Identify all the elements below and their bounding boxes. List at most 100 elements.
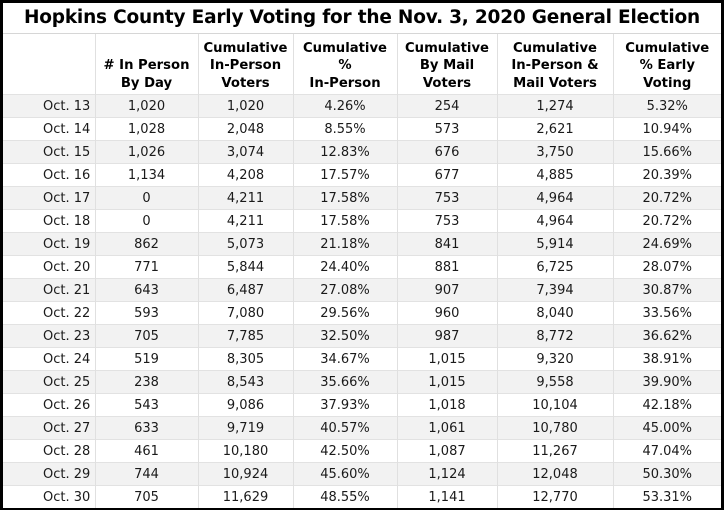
in-person-by-day-cell: 593 bbox=[94, 301, 198, 325]
cumulative-pct-early-voting-cell: 10.94% bbox=[612, 117, 721, 141]
cumulative-in-person-cell: 11,629 bbox=[197, 485, 293, 508]
cumulative-by-mail-cell: 676 bbox=[396, 140, 497, 164]
in-person-by-day-cell: 519 bbox=[94, 347, 198, 371]
date-cell: Oct. 28 bbox=[3, 439, 95, 463]
cumulative-by-mail-cell: 1,087 bbox=[396, 439, 497, 463]
cumulative-in-person-mail-cell: 6,725 bbox=[496, 255, 613, 279]
cumulative-in-person-mail-voters-header: Cumulative In-Person & Mail Voters bbox=[496, 34, 613, 95]
header-line bbox=[3, 75, 95, 93]
header-line: In-Person bbox=[209, 58, 282, 73]
cumulative-by-mail-cell: 960 bbox=[396, 301, 497, 325]
table-row: Oct. 17 0 4,211 17.58% 753 4,964 20.72% bbox=[3, 186, 721, 210]
cumulative-in-person-cell: 8,305 bbox=[197, 347, 293, 371]
cumulative-pct-in-person-cell: 45.60% bbox=[292, 462, 397, 486]
cumulative-by-mail-cell: 753 bbox=[396, 186, 497, 210]
in-person-by-day-cell: 1,028 bbox=[94, 117, 198, 141]
cumulative-by-mail-cell: 881 bbox=[396, 255, 497, 279]
table-row: Oct. 25 238 8,543 35.66% 1,015 9,558 39.90% bbox=[3, 370, 721, 394]
cumulative-pct-in-person-cell: 24.40% bbox=[292, 255, 397, 279]
cumulative-pct-in-person-cell: 17.57% bbox=[292, 163, 397, 187]
cumulative-pct-in-person-cell: 42.50% bbox=[292, 439, 397, 463]
in-person-by-day-cell: 461 bbox=[94, 439, 198, 463]
cumulative-pct-in-person-cell: 34.67% bbox=[292, 347, 397, 371]
cumulative-in-person-cell: 9,086 bbox=[197, 393, 293, 417]
cumulative-in-person-cell: 5,844 bbox=[197, 255, 293, 279]
cumulative-in-person-cell: 4,211 bbox=[197, 209, 293, 233]
cumulative-pct-in-person-cell: 17.58% bbox=[292, 186, 397, 210]
cumulative-by-mail-cell: 1,061 bbox=[396, 416, 497, 440]
header-line: In-Person bbox=[309, 75, 381, 91]
cumulative-in-person-mail-cell: 12,048 bbox=[496, 462, 613, 486]
cumulative-pct-in-person-cell: 32.50% bbox=[292, 324, 397, 348]
in-person-by-day-cell: 862 bbox=[94, 232, 198, 256]
header-line: Cumulative bbox=[303, 40, 387, 56]
cumulative-in-person-cell: 7,080 bbox=[197, 301, 293, 325]
cumulative-pct-early-voting-cell: 30.87% bbox=[612, 278, 721, 302]
date-cell: Oct. 23 bbox=[3, 324, 95, 348]
header-line: Cumulative bbox=[513, 40, 597, 56]
cumulative-by-mail-cell: 1,124 bbox=[396, 462, 497, 486]
in-person-by-day-cell: 0 bbox=[94, 186, 198, 210]
cumulative-in-person-voters-header: Cumulative In-Person Voters bbox=[197, 34, 293, 95]
table-title: Hopkins County Early Voting for the Nov.… bbox=[3, 3, 721, 34]
cumulative-in-person-mail-cell: 5,914 bbox=[496, 232, 613, 256]
date-cell: Oct. 15 bbox=[3, 140, 95, 164]
cumulative-pct-in-person-cell: 48.55% bbox=[292, 485, 397, 508]
date-cell: Oct. 20 bbox=[3, 255, 95, 279]
table-row: Oct. 18 0 4,211 17.58% 753 4,964 20.72% bbox=[3, 209, 721, 233]
in-person-by-day-cell: 771 bbox=[94, 255, 198, 279]
date-cell: Oct. 27 bbox=[3, 416, 95, 440]
date-cell: Oct. 30 bbox=[3, 485, 95, 508]
date-cell: Oct. 21 bbox=[3, 278, 95, 302]
cumulative-by-mail-cell: 1,015 bbox=[396, 347, 497, 371]
cumulative-in-person-cell: 3,074 bbox=[197, 140, 293, 164]
cumulative-pct-in-person-cell: 29.56% bbox=[292, 301, 397, 325]
cumulative-by-mail-cell: 254 bbox=[396, 94, 497, 118]
in-person-by-day-cell: 543 bbox=[94, 393, 198, 417]
header-line: Mail Voters bbox=[513, 75, 597, 91]
in-person-by-day-cell: 0 bbox=[94, 209, 198, 233]
cumulative-pct-early-voting-cell: 20.72% bbox=[612, 186, 721, 210]
header-line: In-Person & bbox=[511, 58, 599, 73]
in-person-by-day-cell: 744 bbox=[94, 462, 198, 486]
cumulative-pct-early-voting-cell: 38.91% bbox=[612, 347, 721, 371]
cumulative-in-person-cell: 8,543 bbox=[197, 370, 293, 394]
header-line bbox=[3, 57, 95, 75]
cumulative-by-mail-cell: 1,018 bbox=[396, 393, 497, 417]
header-line bbox=[3, 40, 95, 58]
date-cell: Oct. 18 bbox=[3, 209, 95, 233]
cumulative-in-person-cell: 7,785 bbox=[197, 324, 293, 348]
in-person-by-day-cell: 705 bbox=[94, 485, 198, 508]
header-row: # In Person By Day Cumulative In-Person Vote… bbox=[3, 34, 721, 95]
date-cell: Oct. 14 bbox=[3, 117, 95, 141]
header-line bbox=[96, 40, 198, 58]
cumulative-pct-in-person-cell: 8.55% bbox=[292, 117, 397, 141]
cumulative-by-mail-cell: 1,015 bbox=[396, 370, 497, 394]
table-body: Oct. 13 1,020 1,020 4.26% 254 1,274 5.32% Oct. … bbox=[3, 94, 721, 508]
date-cell: Oct. 17 bbox=[3, 186, 95, 210]
date-cell: Oct. 24 bbox=[3, 347, 95, 371]
cumulative-in-person-cell: 10,924 bbox=[197, 462, 293, 486]
table-row: Oct. 26 543 9,086 37.93% 1,018 10,104 42.18% bbox=[3, 393, 721, 417]
date-cell: Oct. 22 bbox=[3, 301, 95, 325]
cumulative-in-person-mail-cell: 9,558 bbox=[496, 370, 613, 394]
date-header bbox=[3, 34, 95, 95]
cumulative-pct-early-voting-cell: 20.72% bbox=[612, 209, 721, 233]
cumulative-pct-early-voting-cell: 36.62% bbox=[612, 324, 721, 348]
date-cell: Oct. 29 bbox=[3, 462, 95, 486]
table-row: Oct. 14 1,028 2,048 8.55% 573 2,621 10.94% bbox=[3, 117, 721, 141]
table-row: Oct. 23 705 7,785 32.50% 987 8,772 36.62% bbox=[3, 324, 721, 348]
cumulative-in-person-mail-cell: 1,274 bbox=[496, 94, 613, 118]
cumulative-by-mail-cell: 907 bbox=[396, 278, 497, 302]
in-person-by-day-cell: 1,026 bbox=[94, 140, 198, 164]
date-cell: Oct. 19 bbox=[3, 232, 95, 256]
header-line: Cumulative bbox=[203, 40, 288, 56]
cumulative-in-person-mail-cell: 12,770 bbox=[496, 485, 613, 508]
cumulative-pct-early-voting-header: Cumulative % Early Voting bbox=[612, 34, 721, 95]
date-cell: Oct. 25 bbox=[3, 370, 95, 394]
cumulative-pct-in-person-cell: 12.83% bbox=[292, 140, 397, 164]
table-header: # In Person By Day Cumulative In-Person Vote… bbox=[3, 34, 721, 95]
table-row: Oct. 16 1,134 4,208 17.57% 677 4,885 20.39% bbox=[3, 163, 721, 187]
cumulative-in-person-cell: 9,719 bbox=[197, 416, 293, 440]
